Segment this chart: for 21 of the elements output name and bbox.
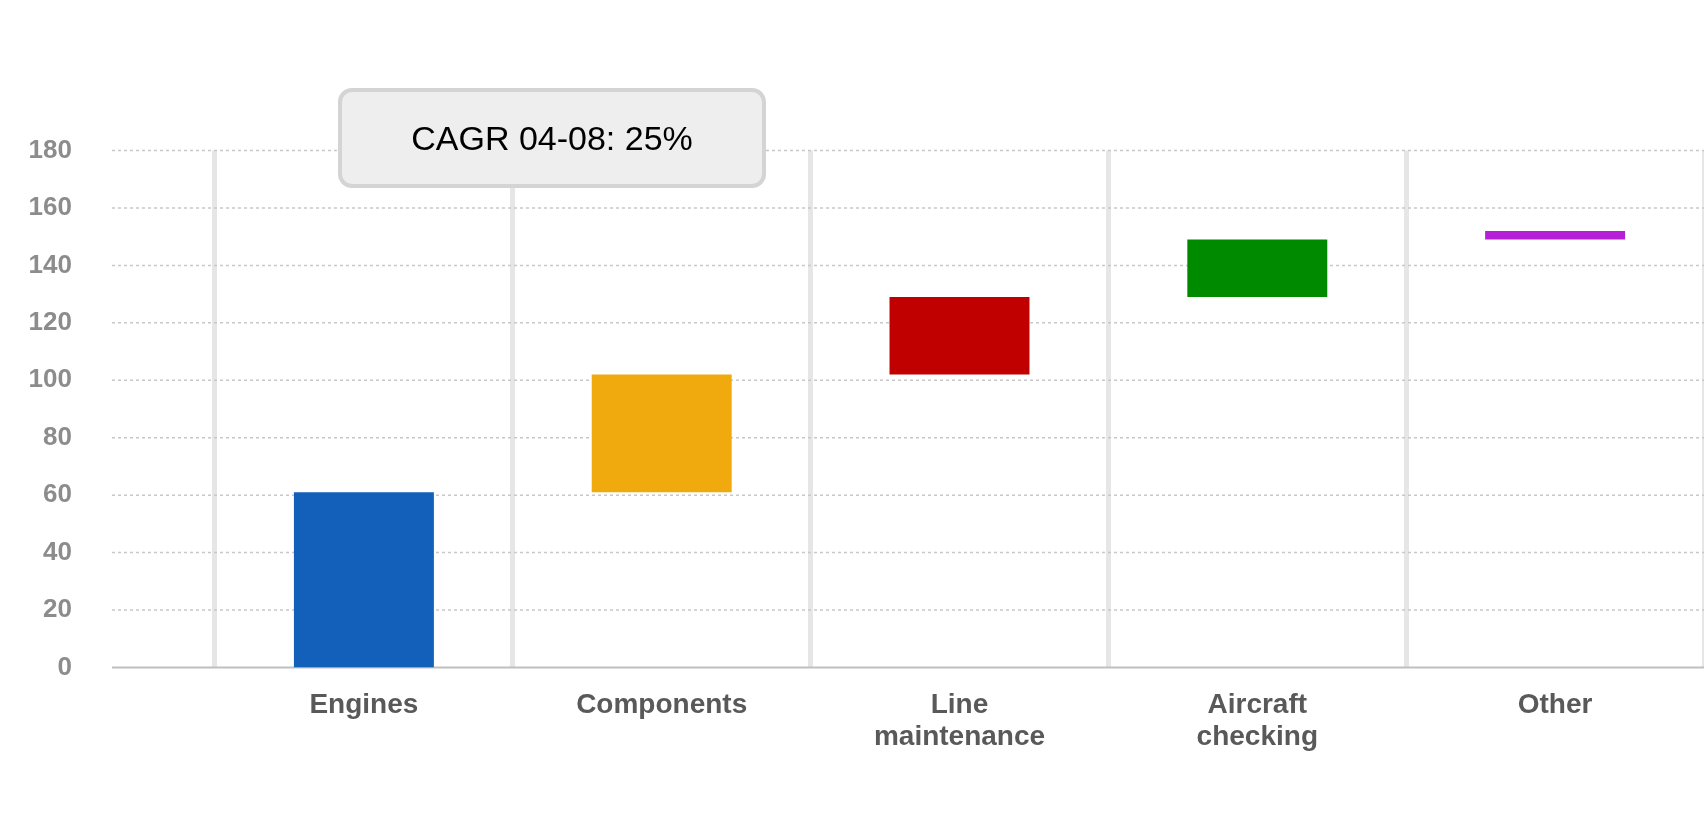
y-tick-label: 20 xyxy=(43,593,72,624)
y-tick-label: 0 xyxy=(57,650,72,681)
y-tick-label: 120 xyxy=(28,306,72,337)
bar xyxy=(1187,239,1328,298)
bar xyxy=(591,374,732,493)
y-tick-label: 80 xyxy=(43,420,72,451)
x-tick-label: Line maintenance xyxy=(873,688,1046,752)
bar xyxy=(293,492,434,668)
y-tick-label: 160 xyxy=(28,191,72,222)
x-tick-label: Aircraft checking xyxy=(1196,688,1318,752)
x-tick-label: Components xyxy=(576,688,748,720)
x-tick-label: Other xyxy=(1517,688,1593,720)
y-tick-label: 180 xyxy=(28,133,72,164)
y-tick-label: 140 xyxy=(28,248,72,279)
y-tick-label: 60 xyxy=(43,478,72,509)
y-tick-label: 40 xyxy=(43,535,72,566)
y-tick-label: 100 xyxy=(28,363,72,394)
bar xyxy=(889,297,1030,375)
callout-box: CAGR 04-08: 25% xyxy=(338,88,766,188)
x-tick-label: Engines xyxy=(309,688,419,720)
bar xyxy=(1485,230,1626,240)
